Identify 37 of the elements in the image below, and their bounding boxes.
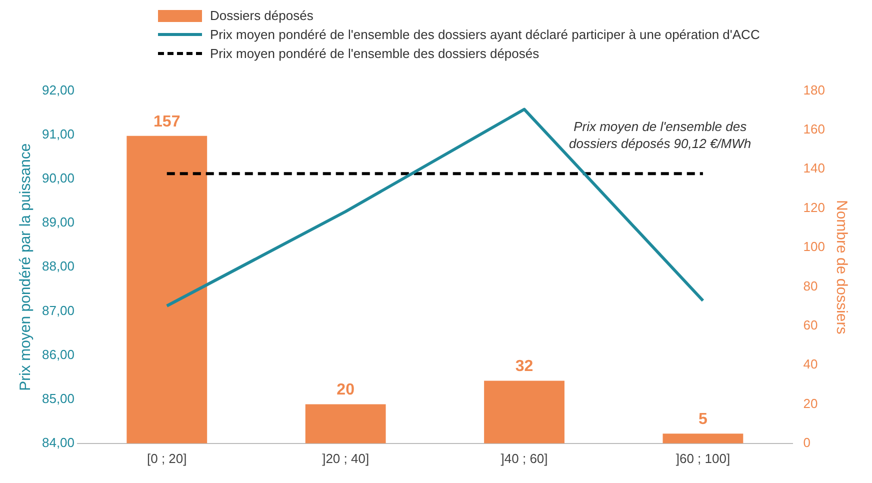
legend-label: Dossiers déposés bbox=[210, 8, 314, 23]
data-label: 5 bbox=[698, 411, 708, 428]
y-tick-label: 89,00 bbox=[42, 214, 75, 230]
bar bbox=[484, 380, 564, 444]
y-tick-label: 91,00 bbox=[42, 126, 75, 142]
bar bbox=[305, 404, 386, 444]
y2-axis-title: Nombre de dossiers bbox=[832, 200, 850, 334]
data-label: 32 bbox=[515, 358, 534, 376]
y2-tick-label: 180 bbox=[803, 82, 826, 98]
y2-tick-label: 40 bbox=[803, 356, 818, 372]
bar bbox=[126, 136, 208, 444]
y-tick-label: 87,00 bbox=[42, 302, 75, 318]
legend-label: Prix moyen pondéré de l'ensemble des dossiers ayant déclaré participer à une opération d'ACC bbox=[210, 27, 760, 42]
y-tick-label: 84,00 bbox=[42, 434, 75, 450]
y2-tick-label: 120 bbox=[803, 200, 826, 215]
annotation: Prix moyen de l'ensemble des dossiers déposés 90,12 €/MWh bbox=[569, 118, 752, 151]
legend-label: Prix moyen pondéré de l'ensemble des dossiers déposés bbox=[210, 46, 540, 61]
y2-tick-label: 140 bbox=[803, 160, 826, 176]
data-label: 20 bbox=[336, 382, 355, 399]
y2-tick-label: 60 bbox=[803, 317, 818, 332]
x-tick-label: ]40 ; 60] bbox=[500, 450, 548, 466]
x-tick-label: [0 ; 20] bbox=[147, 450, 187, 466]
y-tick-label: 86,00 bbox=[42, 346, 75, 362]
y-tick-label: 90,00 bbox=[42, 170, 75, 186]
y-axis-title: Prix moyen pondéré par la puissance bbox=[17, 143, 34, 391]
x-tick-label: ]20 ; 40] bbox=[322, 450, 370, 466]
y-tick-label: 92,00 bbox=[42, 82, 75, 98]
y2-tick-label: 100 bbox=[803, 239, 826, 254]
x-tick-label: ]60 ; 100] bbox=[676, 450, 730, 466]
y-tick-label: 85,00 bbox=[42, 390, 75, 406]
data-label: 157 bbox=[154, 113, 180, 130]
y-tick-label: 88,00 bbox=[42, 258, 75, 274]
y2-tick-label: 80 bbox=[803, 278, 818, 294]
y2-tick-label: 0 bbox=[803, 434, 811, 450]
bar bbox=[662, 434, 744, 444]
y2-tick-label: 20 bbox=[803, 396, 818, 411]
y2-tick-label: 160 bbox=[803, 122, 826, 137]
